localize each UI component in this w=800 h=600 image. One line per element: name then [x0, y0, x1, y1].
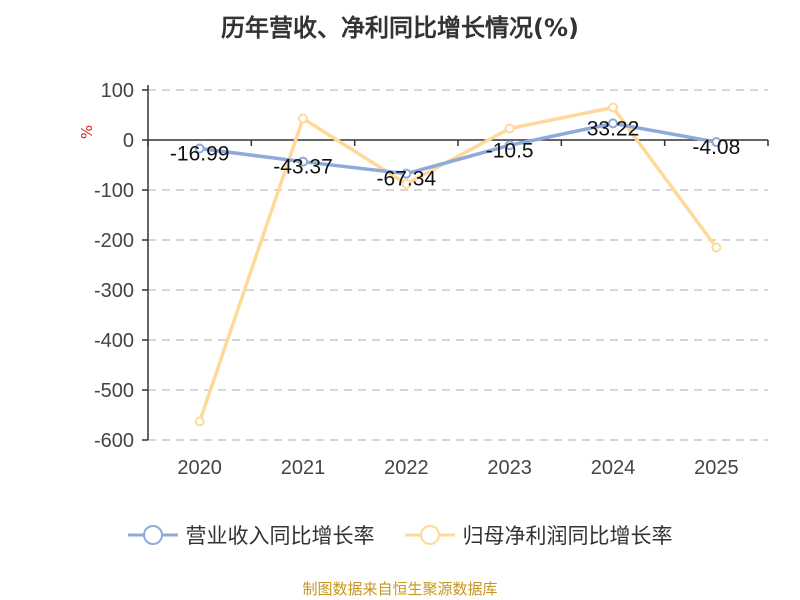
data-point [401, 168, 412, 179]
legend: 营业收入同比增长率 归母净利润同比增长率 [0, 520, 800, 550]
x-tick-label: 2020 [177, 457, 222, 479]
y-tick-label: 100 [101, 80, 134, 102]
legend-marker-profit [404, 525, 455, 545]
x-tick-label: 2024 [591, 457, 636, 479]
data-point [608, 118, 618, 129]
legend-item-profit[interactable]: 归母净利润同比增长率 [404, 520, 673, 550]
data-label: -67.34 [377, 168, 437, 191]
data-point [401, 179, 412, 189]
x-tick-label: 2023 [487, 457, 532, 479]
data-label: -4.08 [692, 136, 740, 159]
y-tick-label: -300 [94, 280, 134, 302]
y-tick-label: -100 [94, 180, 134, 202]
data-label: -43.37 [273, 156, 333, 179]
series-line-0 [199, 121, 717, 176]
legend-label-revenue: 营业收入同比增长率 [185, 524, 375, 548]
data-point [504, 123, 515, 134]
data-label: -16.99 [170, 142, 230, 165]
data-point [711, 137, 722, 148]
data-label: 33.22 [587, 117, 640, 140]
data-point [298, 156, 308, 167]
data-point [504, 140, 515, 151]
y-tick-label: -400 [94, 330, 134, 352]
chart-title: 历年营收、净利同比增长情况(%) [221, 14, 579, 42]
x-tick-label: 2025 [694, 457, 739, 479]
y-tick-label: -200 [94, 230, 134, 252]
y-tick-label: -500 [94, 380, 134, 402]
data-point [608, 102, 618, 113]
legend-marker-revenue [127, 525, 178, 545]
data-point [194, 416, 205, 427]
legend-item-revenue[interactable]: 营业收入同比增长率 [127, 520, 375, 550]
data-point [711, 242, 722, 253]
x-tick-label: 2022 [384, 457, 429, 479]
data-point [298, 113, 308, 124]
series-line-1 [198, 105, 718, 423]
legend-label-profit: 归母净利润同比增长率 [462, 524, 673, 548]
data-label: -10.5 [486, 139, 534, 162]
source-footer: 制图数据来自恒生聚源数据库 [302, 580, 498, 598]
data-point [194, 143, 205, 154]
y-tick-label: -600 [94, 430, 134, 452]
y-axis-label: % [78, 125, 96, 139]
y-tick-label: 0 [123, 130, 134, 152]
x-tick-label: 2021 [281, 457, 326, 479]
